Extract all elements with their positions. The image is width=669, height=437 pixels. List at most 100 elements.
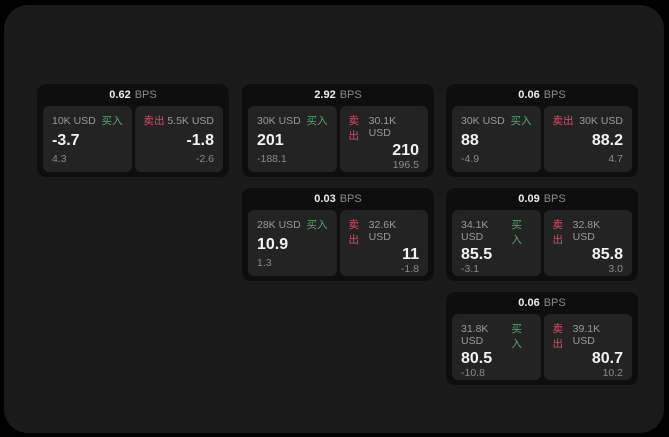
sell-side-label: 卖出 — [552, 115, 574, 127]
buy-panel-header: 30K USD 买入 — [257, 113, 328, 128]
sell-panel[interactable]: 卖出 30K USD 88.2 4.7 — [543, 106, 632, 172]
sell-amount: 30K USD — [579, 115, 623, 127]
buy-side-label: 买入 — [306, 115, 328, 127]
quote-card: 2.92 BPS 30K USD 买入 201 -188.1 卖出 30.1K … — [242, 84, 434, 177]
buy-delta: -10.8 — [461, 367, 485, 379]
sell-delta: 3.0 — [608, 263, 623, 275]
bps-header: 0.06 BPS — [452, 292, 632, 314]
quote-panels: 31.8K USD 买入 80.5 -10.8 卖出 39.1K USD 80.… — [452, 314, 632, 380]
bps-suffix-label: BPS — [543, 297, 566, 309]
app-surface: 0.62 BPS 10K USD 买入 -3.7 4.3 卖出 5.5K USD… — [4, 5, 664, 433]
sell-panel[interactable]: 卖出 32.8K USD 85.8 3.0 — [543, 210, 632, 276]
sell-price: 88.2 — [591, 131, 623, 149]
buy-panel[interactable]: 30K USD 买入 201 -188.1 — [248, 106, 337, 172]
sell-panel[interactable]: 卖出 39.1K USD 80.7 10.2 — [543, 314, 632, 380]
buy-delta: -188.1 — [257, 153, 287, 165]
sell-side-label: 卖出 — [552, 219, 564, 246]
sell-delta: -1.8 — [400, 263, 419, 275]
sell-price: 210 — [392, 142, 419, 159]
quote-panels: 28K USD 买入 10.9 1.3 卖出 32.6K USD 11 -1.8 — [248, 210, 428, 276]
quote-card: 0.03 BPS 28K USD 买入 10.9 1.3 卖出 32.6K US… — [242, 188, 434, 281]
buy-side-label: 买入 — [510, 115, 532, 127]
buy-panel-header: 31.8K USD 买入 — [461, 321, 532, 351]
buy-side-label: 买入 — [306, 219, 328, 231]
buy-panel-header: 30K USD 买入 — [461, 113, 532, 128]
buy-side-label: 买入 — [511, 323, 522, 350]
sell-delta: 196.5 — [392, 159, 419, 171]
sell-panel[interactable]: 卖出 5.5K USD -1.8 -2.6 — [134, 106, 223, 172]
bps-suffix-label: BPS — [543, 193, 566, 205]
sell-panel-header: 卖出 5.5K USD — [144, 113, 215, 128]
buy-amount: 30K USD — [461, 115, 505, 127]
buy-price: 80.5 — [461, 350, 493, 367]
buy-amount: 28K USD — [257, 219, 301, 231]
buy-panel[interactable]: 28K USD 买入 10.9 1.3 — [248, 210, 337, 276]
buy-side-label: 买入 — [101, 115, 123, 127]
buy-price: 85.5 — [461, 246, 493, 263]
bps-header: 0.09 BPS — [452, 188, 632, 210]
sell-panel-header: 卖出 39.1K USD — [553, 321, 624, 351]
sell-price: 11 — [402, 246, 419, 263]
buy-delta: 1.3 — [257, 257, 272, 269]
bps-header: 2.92 BPS — [248, 84, 428, 106]
sell-panel-header: 卖出 30.1K USD — [349, 113, 420, 143]
sell-panel-header: 卖出 32.8K USD — [553, 217, 624, 247]
buy-price: 201 — [257, 131, 284, 149]
buy-delta: -4.9 — [461, 153, 480, 165]
sell-delta: 4.7 — [608, 153, 623, 165]
buy-amount: 31.8K USD — [461, 323, 489, 347]
buy-price: 88 — [461, 131, 479, 149]
quote-panels: 30K USD 买入 88 -4.9 卖出 30K USD 88.2 4.7 — [452, 106, 632, 172]
bps-value: 0.62 — [109, 89, 131, 101]
buy-panel[interactable]: 10K USD 买入 -3.7 4.3 — [43, 106, 132, 172]
bps-suffix-label: BPS — [339, 89, 362, 101]
sell-panel-header: 卖出 30K USD — [553, 113, 624, 128]
sell-side-label: 卖出 — [348, 115, 360, 142]
buy-amount: 30K USD — [257, 115, 301, 127]
bps-value: 0.06 — [518, 89, 540, 101]
sell-amount: 5.5K USD — [167, 115, 214, 127]
quote-panels: 30K USD 买入 201 -188.1 卖出 30.1K USD 210 1… — [248, 106, 428, 172]
sell-panel[interactable]: 卖出 32.6K USD 11 -1.8 — [339, 210, 428, 276]
quote-panels: 10K USD 买入 -3.7 4.3 卖出 5.5K USD -1.8 -2.… — [43, 106, 223, 172]
bps-header: 0.06 BPS — [452, 84, 632, 106]
sell-side-label: 卖出 — [348, 219, 360, 246]
quote-panels: 34.1K USD 买入 85.5 -3.1 卖出 32.8K USD 85.8… — [452, 210, 632, 276]
bps-value: 2.92 — [314, 89, 336, 101]
quote-card: 0.06 BPS 30K USD 买入 88 -4.9 卖出 30K USD 8… — [446, 84, 638, 177]
sell-amount: 30.1K USD — [368, 115, 397, 139]
bps-value: 0.06 — [518, 297, 540, 309]
buy-side-label: 买入 — [511, 219, 522, 246]
buy-delta: -3.1 — [461, 263, 480, 275]
sell-price: 80.7 — [591, 350, 623, 367]
sell-panel[interactable]: 卖出 30.1K USD 210 196.5 — [339, 106, 428, 172]
sell-amount: 32.6K USD — [368, 219, 397, 243]
bps-suffix-label: BPS — [134, 89, 157, 101]
buy-panel[interactable]: 31.8K USD 买入 80.5 -10.8 — [452, 314, 541, 380]
buy-amount: 10K USD — [52, 115, 96, 127]
sell-delta: 10.2 — [602, 367, 623, 379]
sell-price: 85.8 — [591, 246, 623, 263]
sell-amount: 32.8K USD — [572, 219, 601, 243]
bps-suffix-label: BPS — [543, 89, 566, 101]
buy-amount: 34.1K USD — [461, 219, 489, 243]
bps-value: 0.09 — [518, 193, 540, 205]
quote-card: 0.09 BPS 34.1K USD 买入 85.5 -3.1 卖出 32.8K… — [446, 188, 638, 281]
buy-delta: 4.3 — [52, 153, 67, 165]
quote-card: 0.06 BPS 31.8K USD 买入 80.5 -10.8 卖出 39.1… — [446, 292, 638, 385]
sell-panel-header: 卖出 32.6K USD — [349, 217, 420, 247]
buy-panel-header: 10K USD 买入 — [52, 113, 123, 128]
sell-price: -1.8 — [186, 131, 214, 149]
buy-price: -3.7 — [52, 131, 80, 149]
bps-header: 0.62 BPS — [43, 84, 223, 106]
buy-panel[interactable]: 30K USD 买入 88 -4.9 — [452, 106, 541, 172]
sell-side-label: 卖出 — [552, 323, 564, 350]
quote-card: 0.62 BPS 10K USD 买入 -3.7 4.3 卖出 5.5K USD… — [37, 84, 229, 177]
sell-amount: 39.1K USD — [572, 323, 601, 347]
bps-header: 0.03 BPS — [248, 188, 428, 210]
bps-value: 0.03 — [314, 193, 336, 205]
sell-delta: -2.6 — [195, 153, 214, 165]
buy-panel-header: 28K USD 买入 — [257, 217, 328, 232]
buy-panel[interactable]: 34.1K USD 买入 85.5 -3.1 — [452, 210, 541, 276]
sell-side-label: 卖出 — [143, 115, 165, 127]
